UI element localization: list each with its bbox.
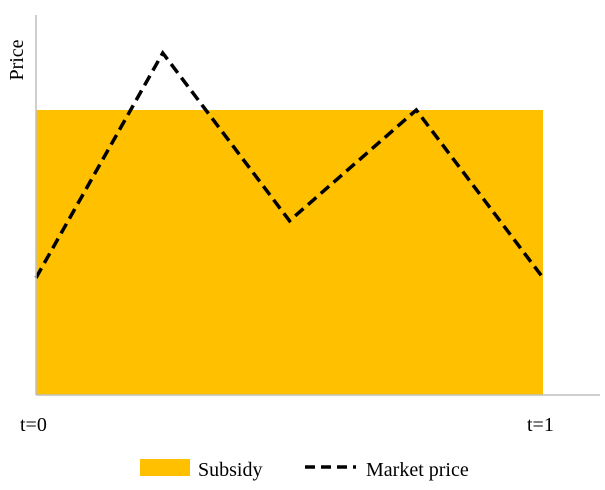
legend-label-market-price: Market price bbox=[366, 459, 469, 481]
legend: Subsidy Market price bbox=[140, 459, 469, 481]
y-axis-label: Price bbox=[6, 39, 28, 80]
legend-swatch-subsidy bbox=[140, 459, 190, 476]
legend-label-subsidy: Subsidy bbox=[198, 459, 262, 481]
x-tick-label-start: t=0 bbox=[20, 414, 47, 436]
x-tick-label-end: t=1 bbox=[527, 414, 554, 436]
market-price-line bbox=[34, 49, 545, 279]
subsidy-area bbox=[36, 110, 543, 395]
plot-area bbox=[34, 49, 545, 395]
